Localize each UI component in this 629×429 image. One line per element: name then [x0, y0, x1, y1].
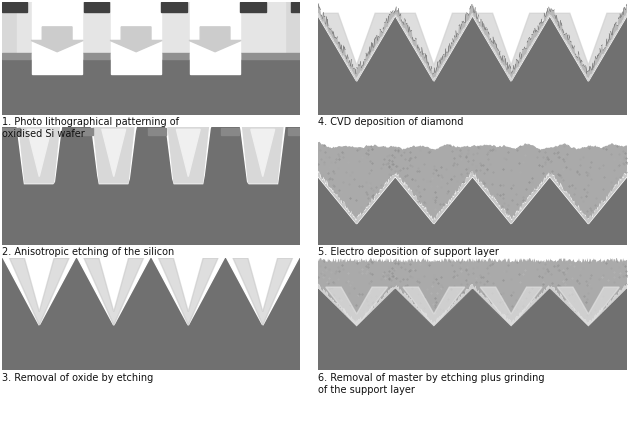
- Polygon shape: [403, 287, 465, 327]
- Bar: [291, 2, 300, 12]
- Polygon shape: [318, 4, 627, 81]
- Bar: [221, 127, 239, 135]
- Bar: [32, 54, 82, 58]
- Polygon shape: [318, 171, 627, 224]
- Bar: [75, 127, 93, 135]
- Bar: [2, 2, 27, 12]
- Polygon shape: [84, 258, 143, 325]
- Bar: [111, 2, 162, 74]
- Polygon shape: [480, 174, 542, 224]
- Bar: [2, 56, 300, 115]
- Text: 2. Anisotropic etching of the silicon: 2. Anisotropic etching of the silicon: [2, 247, 174, 257]
- Text: 6. Removal of master by etching plus grinding
of the support layer: 6. Removal of master by etching plus gri…: [318, 373, 545, 395]
- Text: 1. Photo lithographical patterning of
oxidised Si wafer: 1. Photo lithographical patterning of ox…: [2, 117, 179, 139]
- Text: 5. Electro deposition of support layer: 5. Electro deposition of support layer: [318, 247, 499, 257]
- Polygon shape: [400, 13, 468, 81]
- Polygon shape: [318, 289, 627, 370]
- Polygon shape: [318, 284, 627, 327]
- Polygon shape: [318, 0, 627, 81]
- Polygon shape: [557, 174, 620, 224]
- Bar: [32, 2, 82, 74]
- FancyArrow shape: [110, 27, 162, 52]
- Bar: [2, 2, 300, 74]
- Polygon shape: [242, 127, 284, 184]
- Polygon shape: [557, 287, 620, 327]
- Bar: [190, 2, 240, 74]
- Bar: [17, 2, 285, 74]
- Bar: [162, 2, 187, 12]
- Bar: [240, 2, 265, 12]
- Polygon shape: [2, 125, 300, 184]
- Polygon shape: [27, 130, 51, 177]
- Bar: [2, 54, 300, 58]
- Polygon shape: [167, 127, 209, 184]
- Polygon shape: [233, 258, 292, 325]
- Polygon shape: [554, 13, 622, 81]
- Bar: [84, 2, 109, 12]
- Bar: [288, 127, 300, 135]
- Polygon shape: [323, 13, 391, 81]
- Polygon shape: [93, 127, 135, 184]
- Polygon shape: [326, 287, 387, 327]
- FancyArrow shape: [31, 27, 83, 52]
- Polygon shape: [318, 142, 627, 220]
- Polygon shape: [480, 287, 542, 327]
- Polygon shape: [18, 127, 60, 184]
- Bar: [190, 54, 240, 58]
- Bar: [2, 127, 20, 135]
- Polygon shape: [9, 258, 69, 325]
- Polygon shape: [318, 258, 627, 324]
- Polygon shape: [2, 256, 300, 325]
- Polygon shape: [251, 130, 275, 177]
- Polygon shape: [477, 13, 545, 81]
- Polygon shape: [159, 258, 218, 325]
- Text: 4. CVD deposition of diamond: 4. CVD deposition of diamond: [318, 117, 464, 127]
- Polygon shape: [318, 12, 627, 81]
- Polygon shape: [102, 130, 126, 177]
- Polygon shape: [326, 174, 387, 224]
- Text: 3. Removal of oxide by etching: 3. Removal of oxide by etching: [2, 373, 153, 383]
- Polygon shape: [176, 130, 200, 177]
- Polygon shape: [318, 125, 627, 224]
- Polygon shape: [403, 174, 465, 224]
- Bar: [111, 54, 162, 58]
- Bar: [148, 127, 166, 135]
- FancyArrow shape: [189, 27, 241, 52]
